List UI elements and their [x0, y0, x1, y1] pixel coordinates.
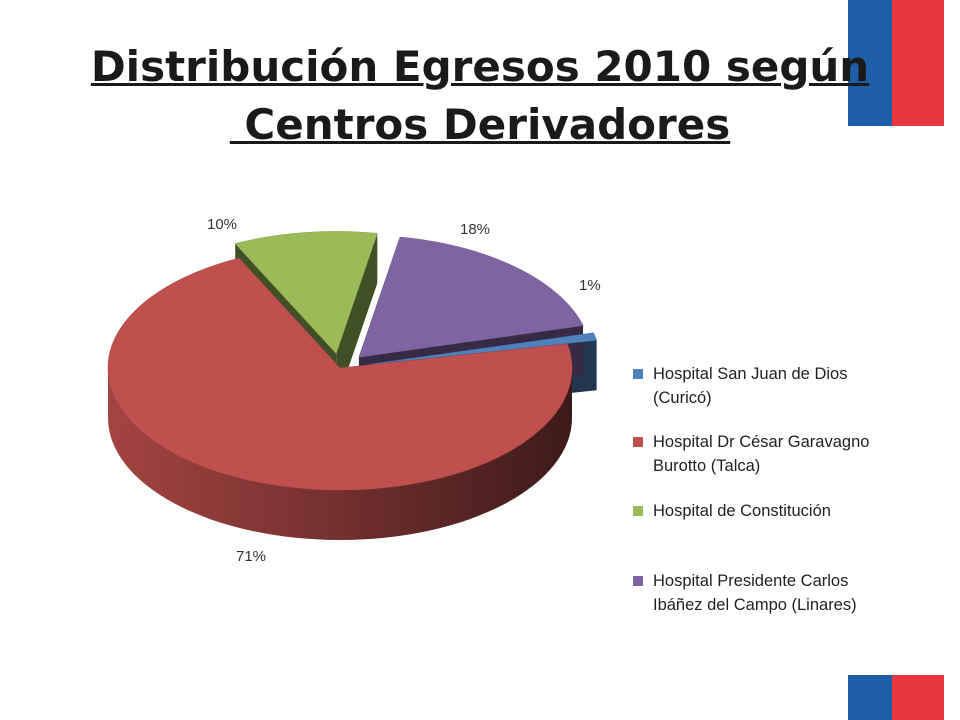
legend-label: Hospital Presidente Carlos Ibáñez del Cam…	[653, 572, 857, 614]
pie-slice-0	[369, 332, 598, 365]
legend-swatch	[633, 437, 643, 447]
pie-side-1-0	[108, 368, 572, 540]
legend-label: Hospital San Juan de Dios (Curicó)	[653, 365, 848, 407]
flag-blue-stripe	[848, 675, 892, 720]
title-line-1: Distribución Egresos 2010 según	[90, 42, 870, 91]
pie-slice-2	[234, 231, 378, 354]
data-label-curico: 1%	[579, 277, 601, 294]
legend-swatch	[633, 506, 643, 516]
title-line-2: Centros Derivadores	[229, 100, 731, 149]
data-label-linares: 18%	[460, 221, 491, 238]
pie-slice-1	[107, 257, 573, 491]
flag-decoration-top	[848, 0, 944, 126]
pie-wall-2-1	[336, 233, 378, 404]
pie-slice-3	[358, 236, 584, 358]
data-label-talca: 71%	[236, 548, 267, 565]
legend-swatch	[633, 576, 643, 586]
flag-decoration-bottom	[848, 675, 944, 720]
flag-red-stripe	[892, 0, 944, 126]
page-title: Distribución Egresos 2010 según Centros …	[60, 38, 900, 154]
data-label-constitucion: 10%	[207, 216, 238, 233]
flag-blue-stripe	[848, 0, 892, 126]
pie-tops	[107, 231, 598, 491]
flag-red-stripe	[892, 675, 944, 720]
legend-label: Hospital Dr César Garavagno Burotto (Talc…	[653, 433, 870, 475]
legend-swatch	[633, 369, 643, 379]
legend-label: Hospital de Constitución	[653, 502, 831, 520]
